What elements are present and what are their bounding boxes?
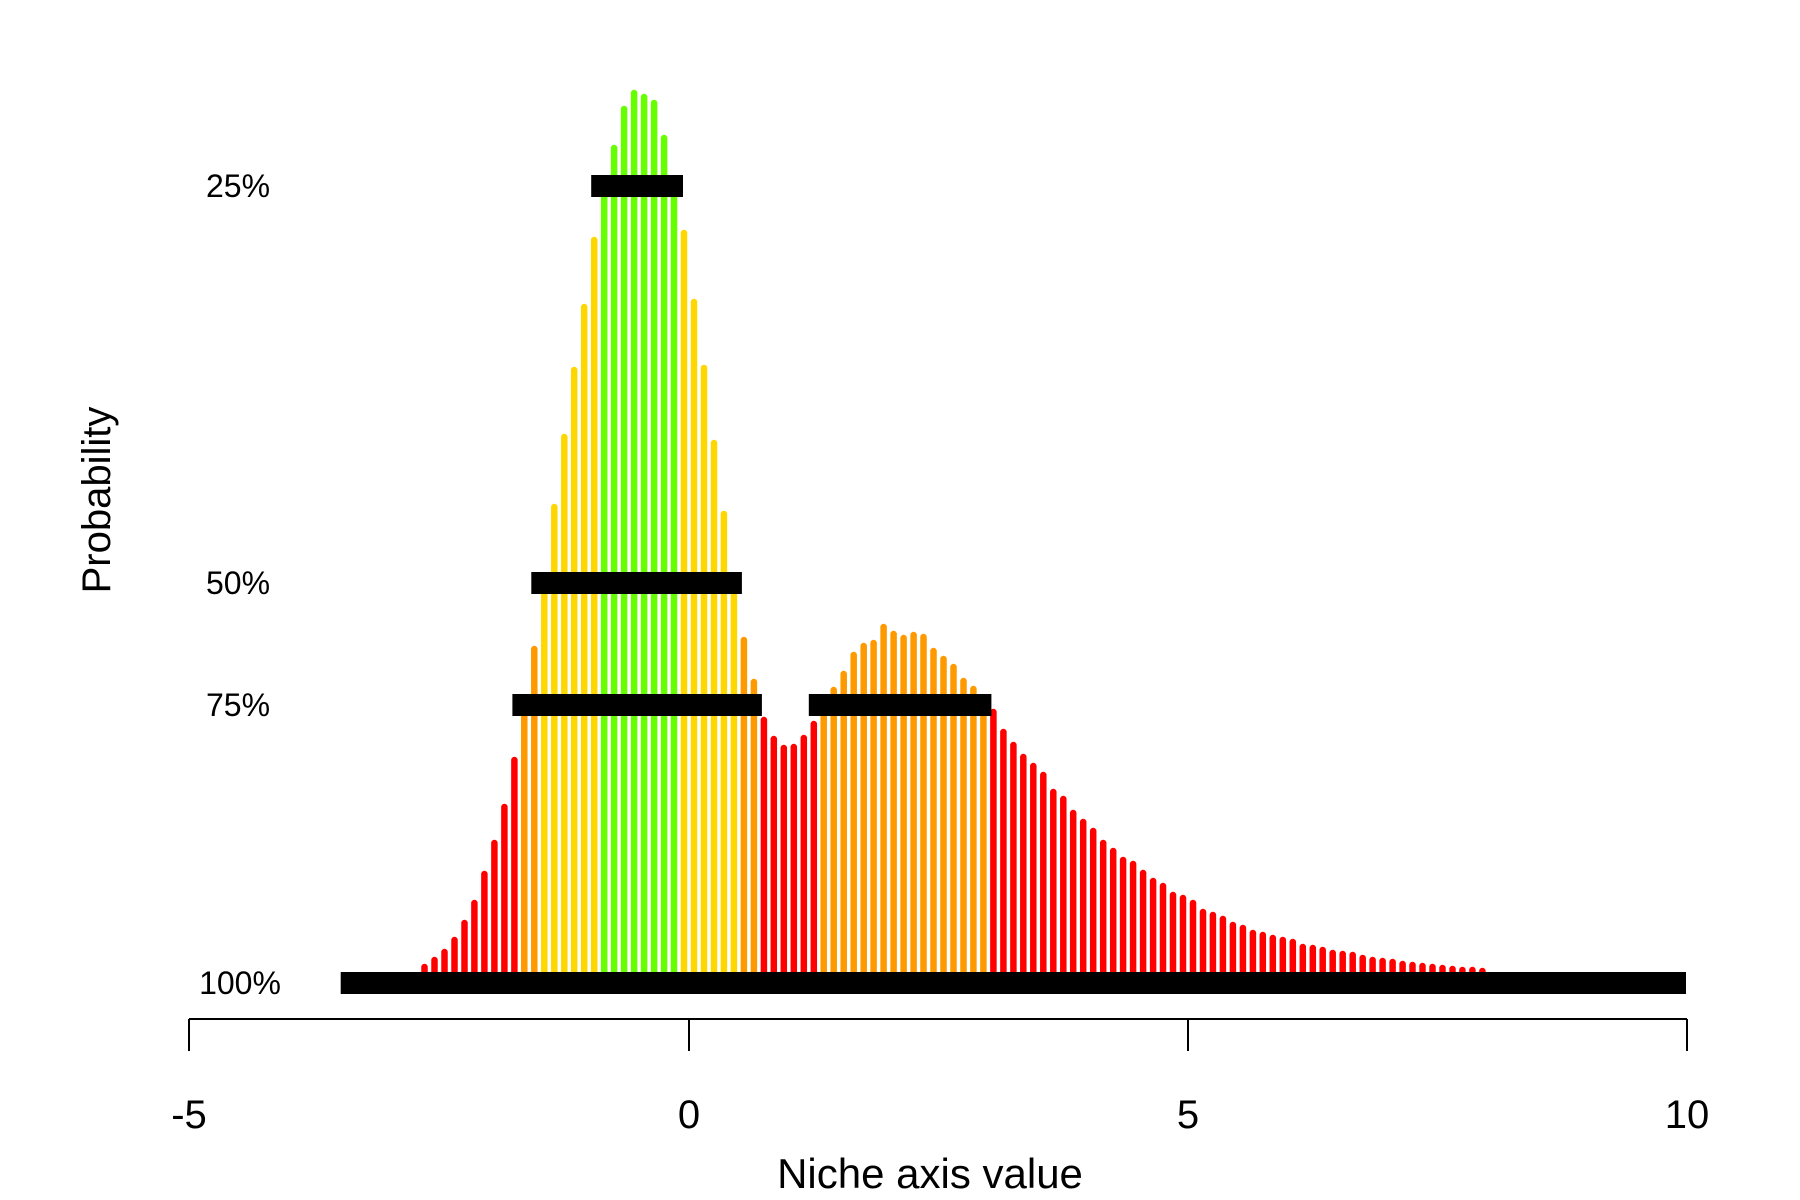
interval-label-100: 100% xyxy=(199,965,281,1001)
x-axis xyxy=(188,1018,1688,1051)
x-tick-label-0: 0 xyxy=(678,1093,700,1137)
x-tick-label-10: 10 xyxy=(1665,1093,1710,1137)
y-axis-label: Probability xyxy=(75,407,119,594)
interval-bar-50pct xyxy=(531,572,742,594)
interval-bars xyxy=(340,175,1687,994)
interval-bar-75pct xyxy=(808,694,992,716)
x-tick-label-5: 5 xyxy=(1177,1093,1199,1137)
x-axis-label: Niche axis value xyxy=(777,1150,1083,1197)
interval-bar-25pct xyxy=(591,175,683,197)
interval-label-25: 25% xyxy=(206,168,270,204)
interval-bar-100pct xyxy=(340,972,1687,994)
interval-label-75: 75% xyxy=(206,687,270,723)
interval-label-50: 50% xyxy=(206,565,270,601)
x-tick-label-m5: -5 xyxy=(171,1093,207,1137)
probability-bars xyxy=(421,89,1486,986)
interval-bar-75pct xyxy=(512,694,762,716)
